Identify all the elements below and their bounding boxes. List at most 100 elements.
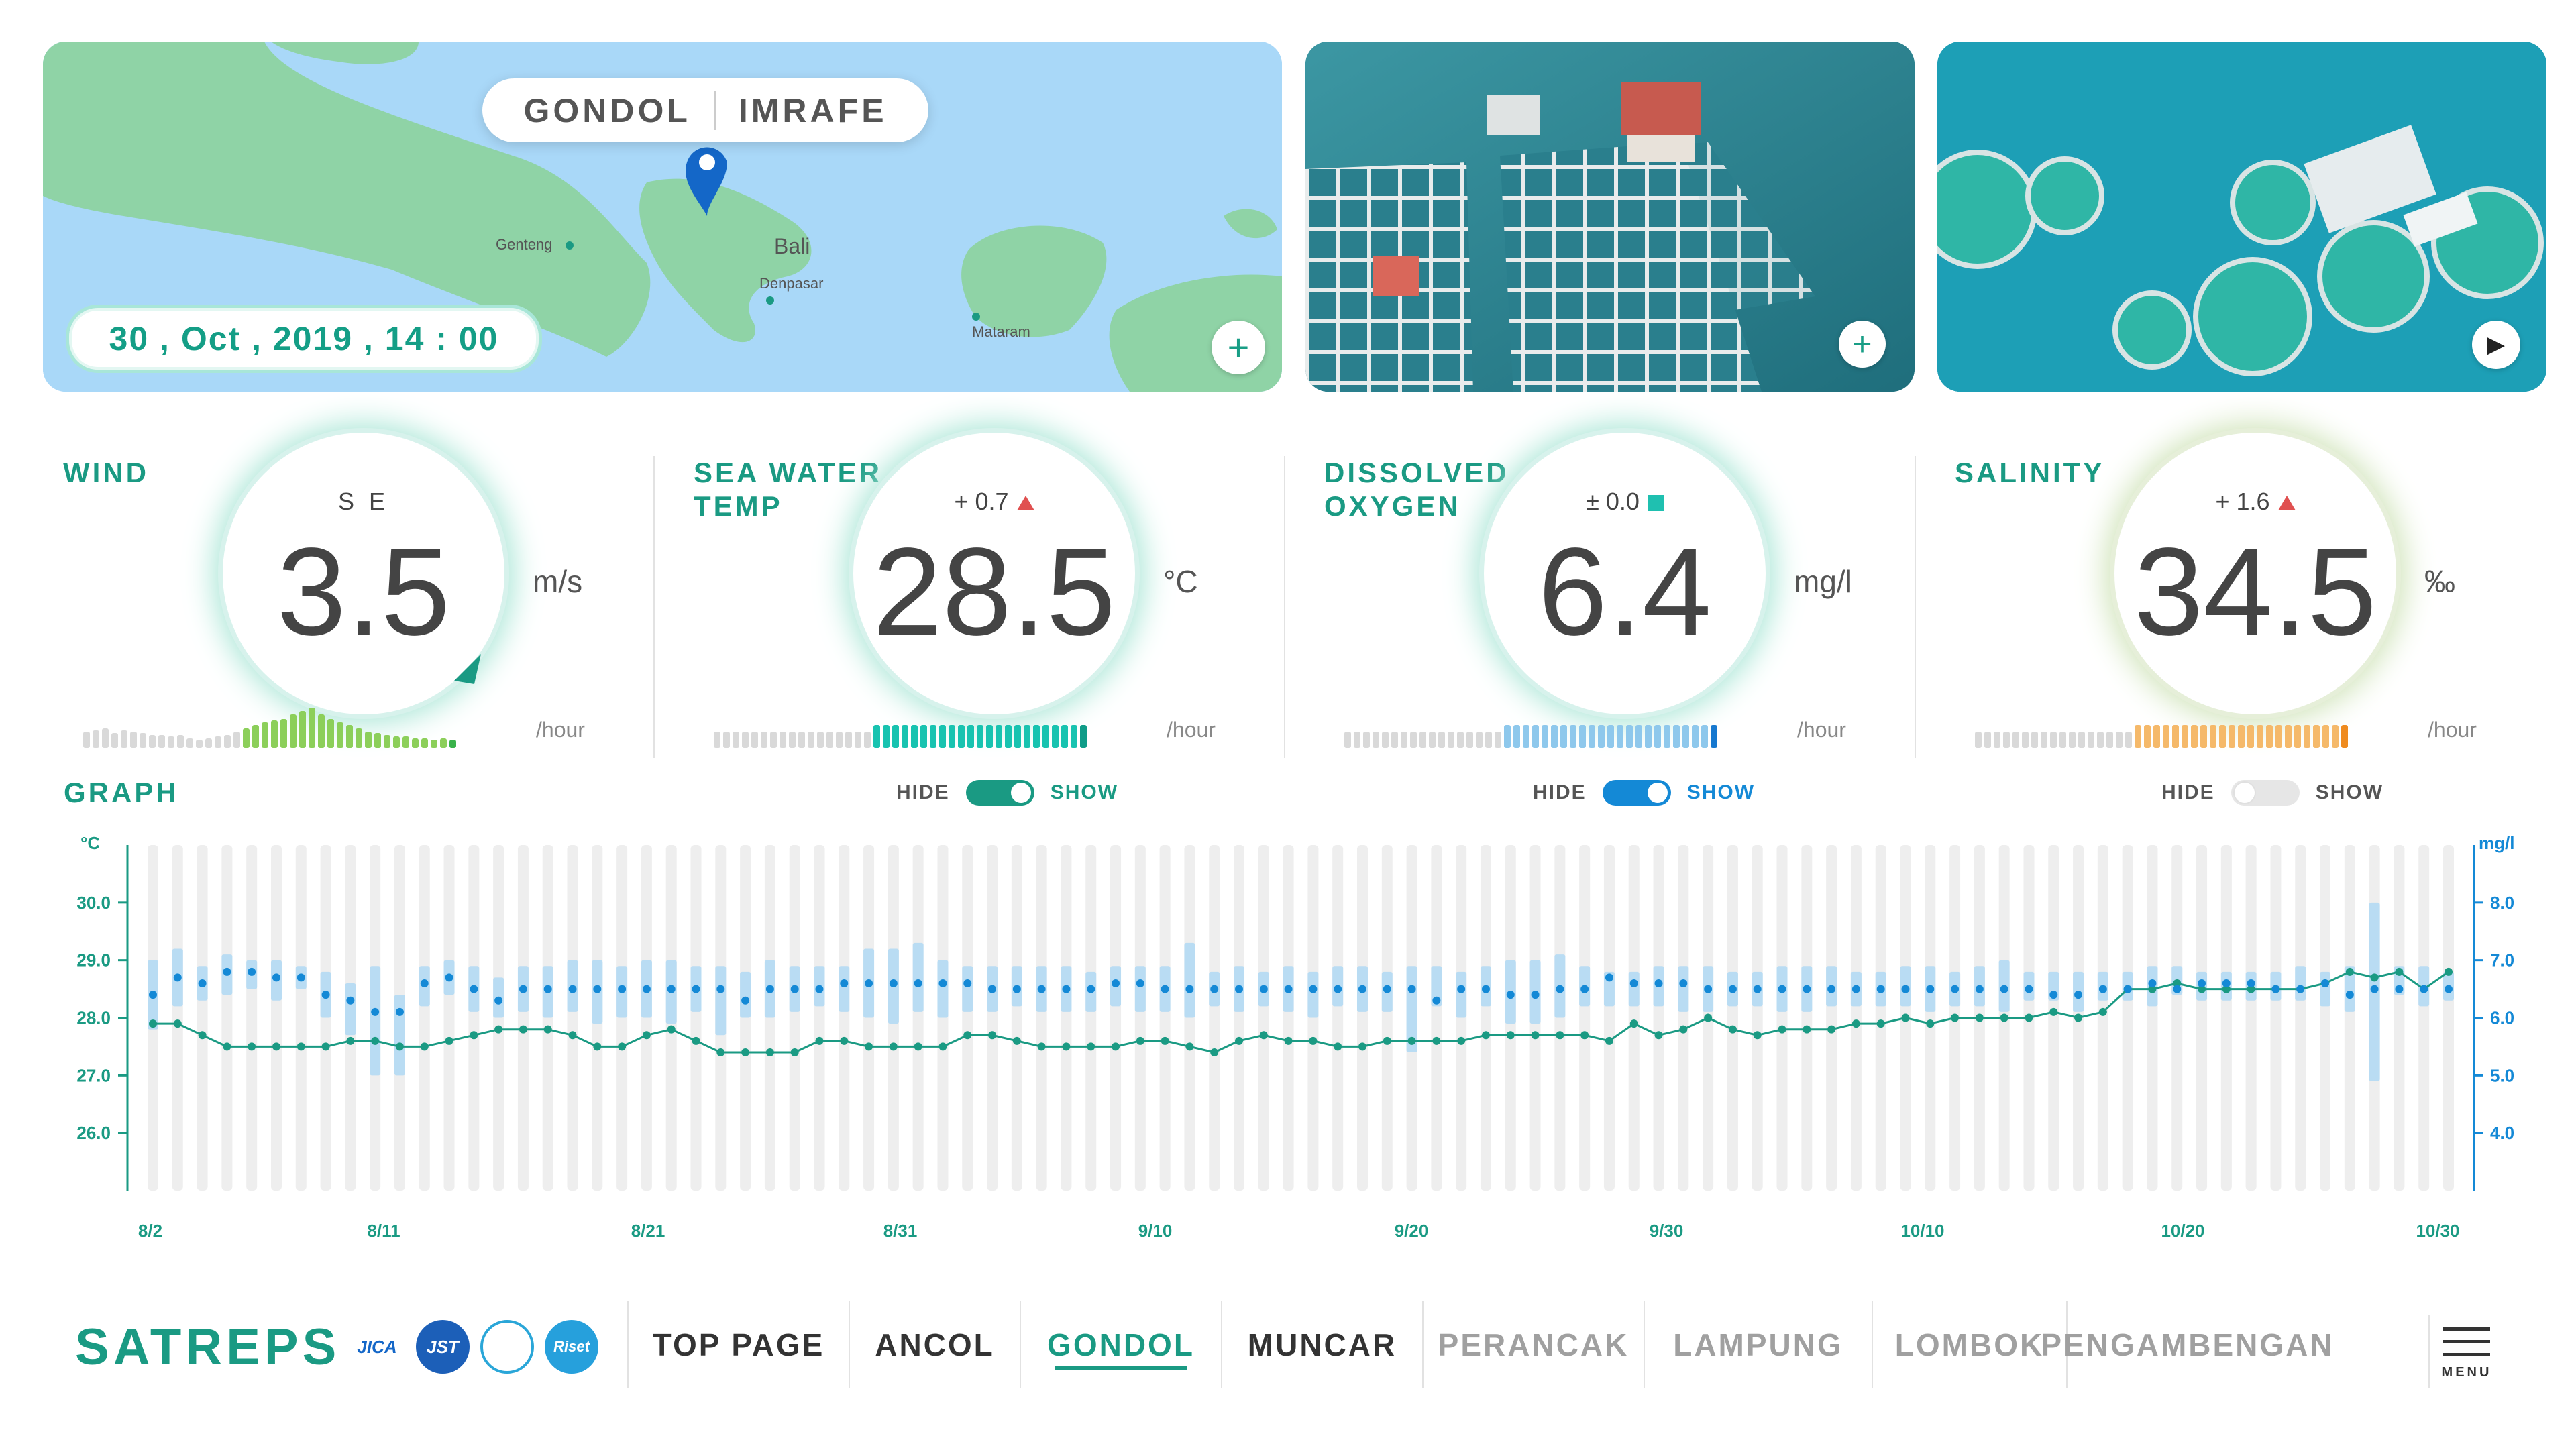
oxygen-switch[interactable] xyxy=(1602,780,1671,806)
hourly-bar xyxy=(1344,732,1351,748)
nav-item-lombok[interactable]: LOMBOK xyxy=(1872,1301,2066,1388)
temperature-point xyxy=(2247,985,2255,993)
hourly-bar xyxy=(1410,732,1417,748)
hourly-bar xyxy=(2078,732,2085,748)
oxygen-point xyxy=(2173,985,2182,993)
farm-photo-expand-button[interactable]: + xyxy=(1839,321,1886,368)
fish-farm-photo-card[interactable]: + xyxy=(1305,42,1915,392)
nav-item-muncar[interactable]: MUNCAR xyxy=(1221,1301,1422,1388)
play-video-button[interactable]: ▶ xyxy=(2472,321,2520,369)
nav-item-pengambengan[interactable]: PENGAMBENGAN xyxy=(2041,1301,2332,1388)
hourly-bar xyxy=(1033,725,1040,748)
location-imrafe[interactable]: IMRAFE xyxy=(738,91,888,129)
temperature-point xyxy=(371,1036,380,1045)
map-card[interactable]: Genteng Bali Denpasar Mataram GONDOL IMR… xyxy=(43,42,1282,392)
hourly-bar xyxy=(845,732,852,748)
temperature-point xyxy=(2098,1007,2107,1016)
hourly-bar xyxy=(318,714,325,748)
oxygen-point xyxy=(1185,985,1194,993)
hourly-bar xyxy=(1363,732,1370,748)
hourly-bar xyxy=(1080,725,1087,748)
x-tick-label: 8/11 xyxy=(367,1221,400,1241)
hourly-bar xyxy=(1429,732,1436,748)
hourly-bar xyxy=(2135,725,2141,748)
salinity-gauge: + 1.6 34.5 xyxy=(2114,433,2396,714)
nav-item-perancak[interactable]: PERANCAK xyxy=(1422,1301,1644,1388)
nav-item-top-page[interactable]: TOP PAGE xyxy=(627,1301,849,1388)
hourly-bar xyxy=(723,732,730,748)
chart-column xyxy=(1875,845,1886,1191)
chart-column xyxy=(2344,845,2355,1191)
oxygen-point xyxy=(1901,985,1910,993)
fish-cage-video-card[interactable]: ▶ xyxy=(1937,42,2546,392)
location-gondol[interactable]: GONDOL xyxy=(523,91,691,129)
location-switch[interactable]: GONDOL IMRAFE xyxy=(482,78,928,142)
chart-column xyxy=(2245,845,2257,1191)
hourly-bar xyxy=(2116,732,2123,748)
right-tick-label: 6.0 xyxy=(2490,1008,2514,1028)
temperature-point xyxy=(346,1036,355,1045)
temperature-line xyxy=(153,971,2449,1054)
toggle-hide-label: HIDE xyxy=(896,781,950,804)
hourly-bar xyxy=(2088,732,2094,748)
temperature-point xyxy=(297,1042,305,1051)
sea-water-temp-change-value: + 0.7 xyxy=(954,488,1009,515)
hourly-bar xyxy=(1005,725,1012,748)
oxygen-range-bar xyxy=(2295,966,2306,1001)
hourly-bar xyxy=(196,740,203,748)
hourly-bar xyxy=(356,728,362,748)
nav-item-gondol[interactable]: GONDOL xyxy=(1020,1301,1221,1388)
salinity-value: 34.5 xyxy=(2133,522,2377,661)
right-tick-label: 5.0 xyxy=(2490,1065,2514,1085)
nav-item-label: LAMPUNG xyxy=(1673,1327,1843,1362)
oxygen-point xyxy=(2025,985,2033,993)
oxygen-toggle[interactable]: HIDE SHOW xyxy=(1533,780,1755,806)
chart-column xyxy=(172,845,183,1191)
oxygen-point xyxy=(593,985,602,993)
jica-logo[interactable]: JICA xyxy=(350,1320,404,1374)
temperature-point xyxy=(1087,1042,1095,1051)
hourly-bar xyxy=(1061,725,1068,748)
wind-direction: S E xyxy=(337,488,390,515)
chart-column xyxy=(1258,845,1269,1191)
satreps-logo[interactable]: SATREPS xyxy=(75,1319,341,1376)
hourly-bar xyxy=(130,732,137,748)
temperature-switch[interactable] xyxy=(965,780,1034,806)
riset-logo[interactable]: Riset xyxy=(545,1320,598,1374)
salinity-toggle[interactable]: HIDE SHOW xyxy=(2161,780,2383,806)
jst-logo[interactable]: JST xyxy=(416,1320,470,1374)
hamburger-icon xyxy=(2443,1353,2490,1356)
temperature-point xyxy=(1951,1013,1960,1022)
hourly-bar xyxy=(309,708,315,748)
increase-triangle-icon xyxy=(2277,496,2296,511)
hourly-bar xyxy=(1014,725,1021,748)
hourly-bar xyxy=(1664,725,1670,748)
temperature-toggle[interactable]: HIDE SHOW xyxy=(896,780,1118,806)
oxygen-point xyxy=(741,996,750,1005)
chart-column xyxy=(1381,845,1393,1191)
ministry-logo[interactable] xyxy=(480,1320,534,1374)
oxygen-point xyxy=(1851,985,1860,993)
oxygen-point xyxy=(963,979,972,987)
oxygen-point xyxy=(1210,985,1219,993)
salinity-switch[interactable] xyxy=(2231,780,2300,806)
menu-button[interactable]: MENU xyxy=(2428,1315,2504,1388)
switch-knob xyxy=(2234,783,2255,803)
hourly-bar xyxy=(224,734,231,748)
chart-column xyxy=(814,845,825,1191)
hourly-bar xyxy=(1071,725,1077,748)
chart-column xyxy=(517,845,529,1191)
nav-item-ancol[interactable]: ANCOL xyxy=(849,1301,1020,1388)
oxygen-range-bar xyxy=(1678,966,1689,1012)
chart-background-columns xyxy=(148,845,2454,1191)
chart-column xyxy=(1332,845,1344,1191)
temperature-point xyxy=(667,1025,676,1034)
fish-cage-video xyxy=(1937,42,2546,392)
temperature-point xyxy=(1580,1031,1589,1040)
hourly-bar xyxy=(826,732,833,748)
map-expand-button[interactable]: + xyxy=(1212,321,1265,374)
chart-column xyxy=(2295,845,2306,1191)
nav-item-lampung[interactable]: LAMPUNG xyxy=(1644,1301,1872,1388)
hourly-bar xyxy=(742,732,749,748)
oxygen-range-bar xyxy=(370,966,381,1076)
